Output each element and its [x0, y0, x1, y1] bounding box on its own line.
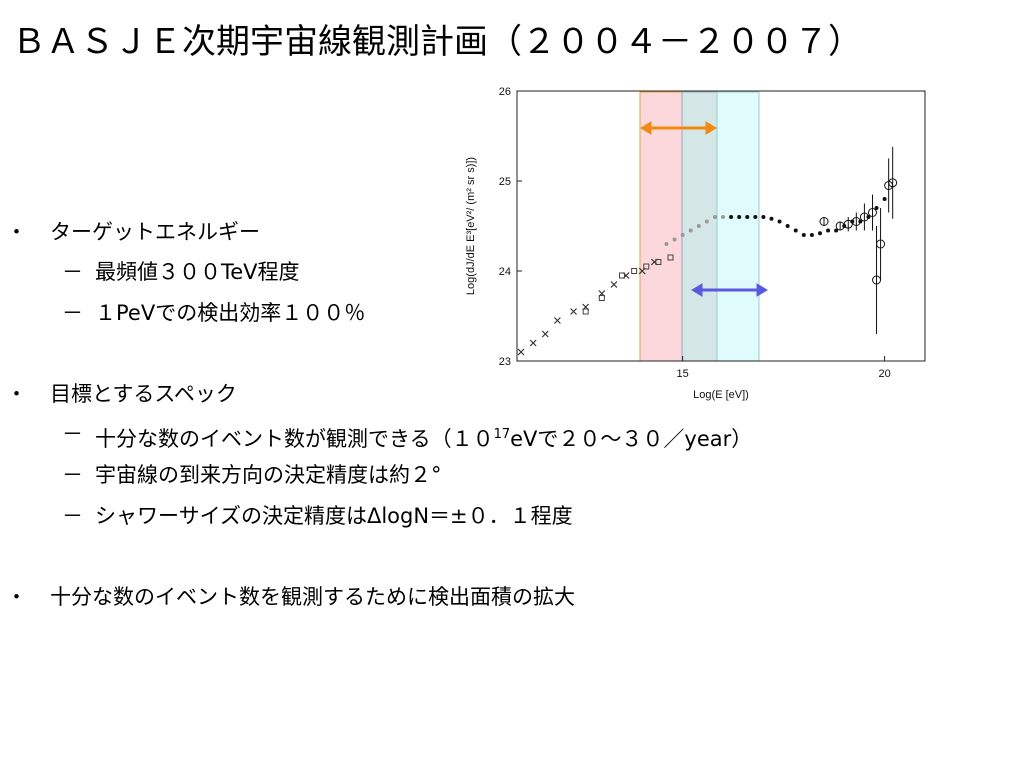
- point: [753, 215, 758, 219]
- point: [680, 233, 685, 237]
- point: [517, 348, 525, 356]
- point: [529, 339, 537, 347]
- point: [664, 242, 669, 246]
- point: [619, 272, 626, 279]
- band: [639, 91, 683, 362]
- point: [712, 215, 717, 219]
- point: [843, 219, 853, 229]
- point: [672, 237, 677, 242]
- sub-bullet: 宇宙線の到来方向の決定精度は約２°: [0, 455, 1024, 496]
- point: [777, 219, 782, 224]
- bullet: ターゲットエネルギー: [0, 212, 1024, 252]
- x-axis-label: Log(E [eV]): [693, 389, 749, 401]
- chart: Log(E [eV]) Log(dJ/dE E³[eV²/ (m² sr s)]…: [465, 86, 926, 401]
- y-axis-label: Log(dJ/dE E³[eV²/ (m² sr s)]): [465, 157, 477, 295]
- point: [801, 233, 806, 237]
- x-tick-label: 15: [676, 368, 688, 380]
- point: [729, 215, 734, 219]
- point: [745, 215, 750, 219]
- y-tick-label: 26: [499, 86, 511, 98]
- orange-arrow: [640, 121, 717, 135]
- sub-bullet: １PeVでの検出効率１００％: [0, 293, 1024, 334]
- band: [716, 91, 760, 362]
- bullet: 十分な数のイベント数を観測するために検出面積の拡大: [0, 577, 1024, 617]
- point: [643, 263, 650, 270]
- point: [826, 228, 831, 233]
- point: [582, 308, 589, 315]
- point: [761, 215, 766, 219]
- point: [851, 217, 861, 226]
- point: [667, 254, 674, 261]
- point: [631, 268, 638, 274]
- bullet-list: ターゲットエネルギー最頻値３００TeV程度 １PeVでの検出効率１００％ 目標とする…: [0, 212, 1024, 617]
- point: [704, 219, 709, 224]
- bullet: 目標とするスペック: [0, 374, 1024, 414]
- y-tick-label: 24: [499, 266, 511, 278]
- superscript: 17: [493, 427, 511, 442]
- point: [570, 308, 577, 315]
- point: [859, 212, 869, 222]
- sub-bullet-text: シャワーサイズの決定精度はΔlogN＝±０．１程度: [95, 504, 573, 528]
- point: [737, 215, 742, 219]
- point: [769, 216, 774, 221]
- point: [598, 295, 605, 301]
- point: [688, 228, 693, 233]
- spacer: [0, 537, 1024, 577]
- point: [872, 275, 882, 285]
- x-tick-label: 20: [878, 368, 890, 380]
- sub-bullet-text: 十分な数のイベント数が観測できる（１０: [95, 427, 494, 451]
- point: [785, 224, 790, 228]
- point: [541, 330, 549, 338]
- sub-bullet-text: 宇宙線の到来方向の決定精度は約２°: [95, 463, 442, 487]
- point: [553, 317, 561, 324]
- point: [819, 217, 829, 226]
- y-tick-label: 25: [499, 176, 511, 188]
- point: [867, 208, 877, 217]
- sub-bullet: シャワーサイズの決定精度はΔlogN＝±０．１程度: [0, 496, 1024, 537]
- plot-frame: [516, 90, 926, 362]
- point: [696, 224, 701, 228]
- sub-bullet: 十分な数のイベント数が観測できる（１０17eVで２０～３０／year）: [0, 414, 1024, 455]
- blue-arrow: [691, 283, 768, 297]
- point: [793, 228, 798, 233]
- sub-bullet: 最頻値３００TeV程度: [0, 252, 1024, 293]
- point: [874, 206, 879, 210]
- sub-bullet-text: １PeVでの検出効率１００％: [95, 301, 366, 325]
- point: [721, 215, 726, 219]
- point: [809, 233, 814, 237]
- point: [888, 178, 898, 188]
- sub-bullet-text: 最頻値３００TeV程度: [95, 260, 300, 284]
- sub-bullet-text: eVで２０～３０／year）: [510, 427, 753, 451]
- point: [882, 197, 887, 201]
- slide-title: ＢＡＳＪＥ次期宇宙線観測計画（２００４－２００７）: [12, 22, 862, 62]
- point: [655, 259, 662, 265]
- point: [817, 231, 822, 236]
- point: [834, 228, 839, 233]
- point: [610, 281, 618, 288]
- y-tick-label: 23: [499, 356, 511, 368]
